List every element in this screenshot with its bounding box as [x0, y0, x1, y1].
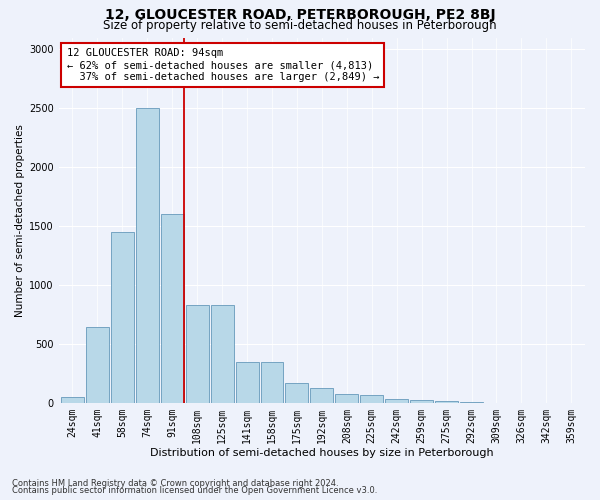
Bar — [510, 402, 533, 403]
Bar — [86, 326, 109, 403]
Bar — [485, 402, 508, 403]
Y-axis label: Number of semi-detached properties: Number of semi-detached properties — [15, 124, 25, 317]
Bar — [560, 402, 583, 403]
Bar — [161, 214, 184, 403]
Bar — [310, 388, 334, 403]
X-axis label: Distribution of semi-detached houses by size in Peterborough: Distribution of semi-detached houses by … — [150, 448, 494, 458]
Bar — [260, 362, 283, 403]
Text: 12, GLOUCESTER ROAD, PETERBOROUGH, PE2 8BJ: 12, GLOUCESTER ROAD, PETERBOROUGH, PE2 8… — [104, 8, 496, 22]
Bar — [335, 394, 358, 403]
Bar — [286, 383, 308, 403]
Text: Size of property relative to semi-detached houses in Peterborough: Size of property relative to semi-detach… — [103, 19, 497, 32]
Bar — [435, 402, 458, 403]
Text: Contains HM Land Registry data © Crown copyright and database right 2024.: Contains HM Land Registry data © Crown c… — [12, 478, 338, 488]
Bar — [460, 402, 483, 403]
Bar — [236, 362, 259, 403]
Bar — [385, 398, 408, 403]
Bar — [186, 306, 209, 403]
Text: 12 GLOUCESTER ROAD: 94sqm
← 62% of semi-detached houses are smaller (4,813)
  37: 12 GLOUCESTER ROAD: 94sqm ← 62% of semi-… — [67, 48, 379, 82]
Bar — [111, 232, 134, 403]
Bar — [211, 306, 233, 403]
Bar — [410, 400, 433, 403]
Bar — [360, 395, 383, 403]
Bar — [136, 108, 159, 403]
Text: Contains public sector information licensed under the Open Government Licence v3: Contains public sector information licen… — [12, 486, 377, 495]
Bar — [61, 398, 84, 403]
